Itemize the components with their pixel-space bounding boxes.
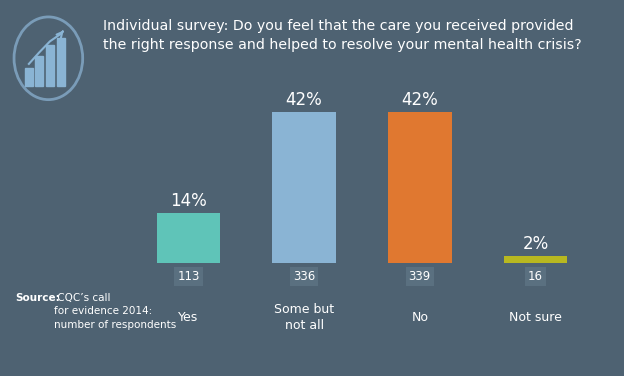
Text: Some but
not all: Some but not all bbox=[274, 303, 334, 332]
Text: 16: 16 bbox=[528, 270, 543, 283]
Text: 14%: 14% bbox=[170, 192, 207, 210]
Bar bbox=[57, 38, 65, 86]
Text: 336: 336 bbox=[293, 270, 315, 283]
Bar bbox=[388, 112, 452, 263]
Text: Not sure: Not sure bbox=[509, 311, 562, 324]
Bar bbox=[46, 45, 54, 86]
Text: Source:: Source: bbox=[16, 293, 61, 303]
Text: 339: 339 bbox=[409, 270, 431, 283]
Bar bbox=[25, 68, 33, 86]
Bar bbox=[157, 213, 220, 263]
Text: 42%: 42% bbox=[286, 91, 323, 109]
Text: Individual survey: Do you feel that the care you received provided
the right res: Individual survey: Do you feel that the … bbox=[103, 19, 582, 52]
Bar bbox=[272, 112, 336, 263]
Bar bbox=[504, 256, 567, 263]
Text: CQC’s call
for evidence 2014:
number of respondents: CQC’s call for evidence 2014: number of … bbox=[54, 293, 177, 330]
Text: No: No bbox=[411, 311, 428, 324]
Text: 113: 113 bbox=[177, 270, 200, 283]
Text: 2%: 2% bbox=[522, 235, 548, 253]
Bar bbox=[35, 56, 43, 86]
Text: Yes: Yes bbox=[178, 311, 198, 324]
Text: 42%: 42% bbox=[401, 91, 438, 109]
